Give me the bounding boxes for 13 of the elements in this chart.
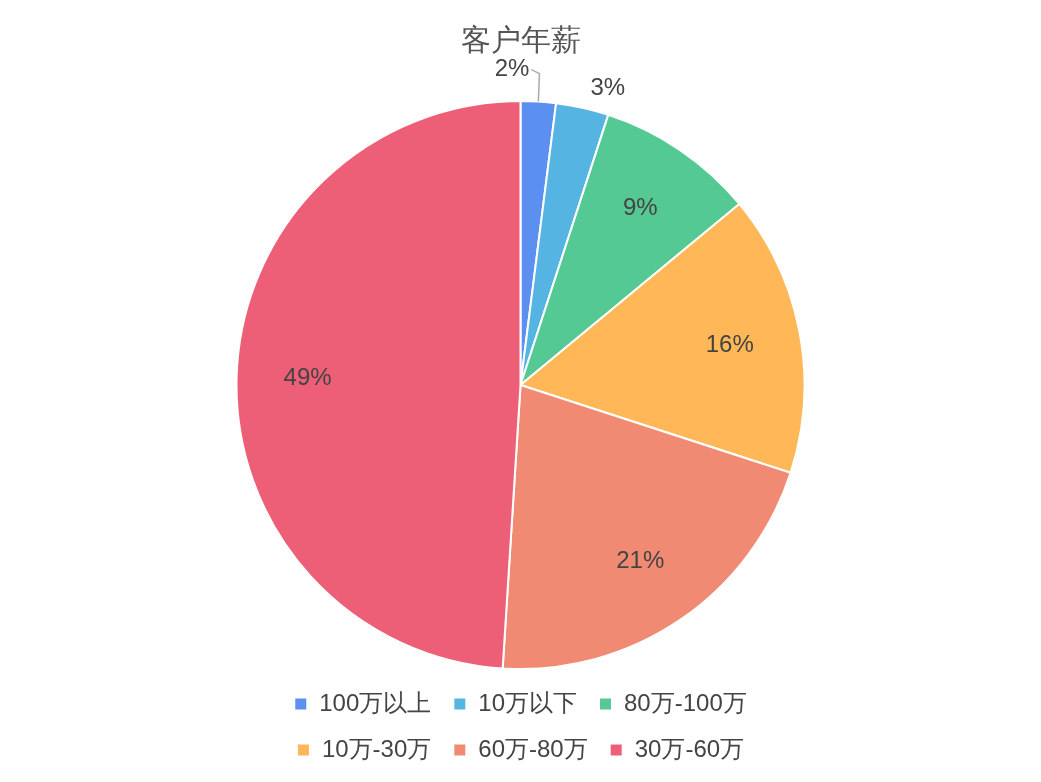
data-label: 3% xyxy=(590,72,626,100)
data-label: 9% xyxy=(622,193,658,221)
data-label: 49% xyxy=(283,362,332,390)
legend-label: 60万-80万 xyxy=(478,734,588,762)
legend-label: 80万-100万 xyxy=(624,688,747,716)
data-label: 21% xyxy=(616,545,665,573)
legend-label: 10万以下 xyxy=(478,688,578,716)
legend-label: 10万-30万 xyxy=(321,734,432,762)
data-label: 2% xyxy=(494,54,530,82)
legend-label: 100万以上 xyxy=(319,688,432,716)
legend-label: 30万-60万 xyxy=(634,734,745,762)
data-label: 16% xyxy=(705,329,754,357)
chart-title: 客户年薪 xyxy=(460,23,581,57)
